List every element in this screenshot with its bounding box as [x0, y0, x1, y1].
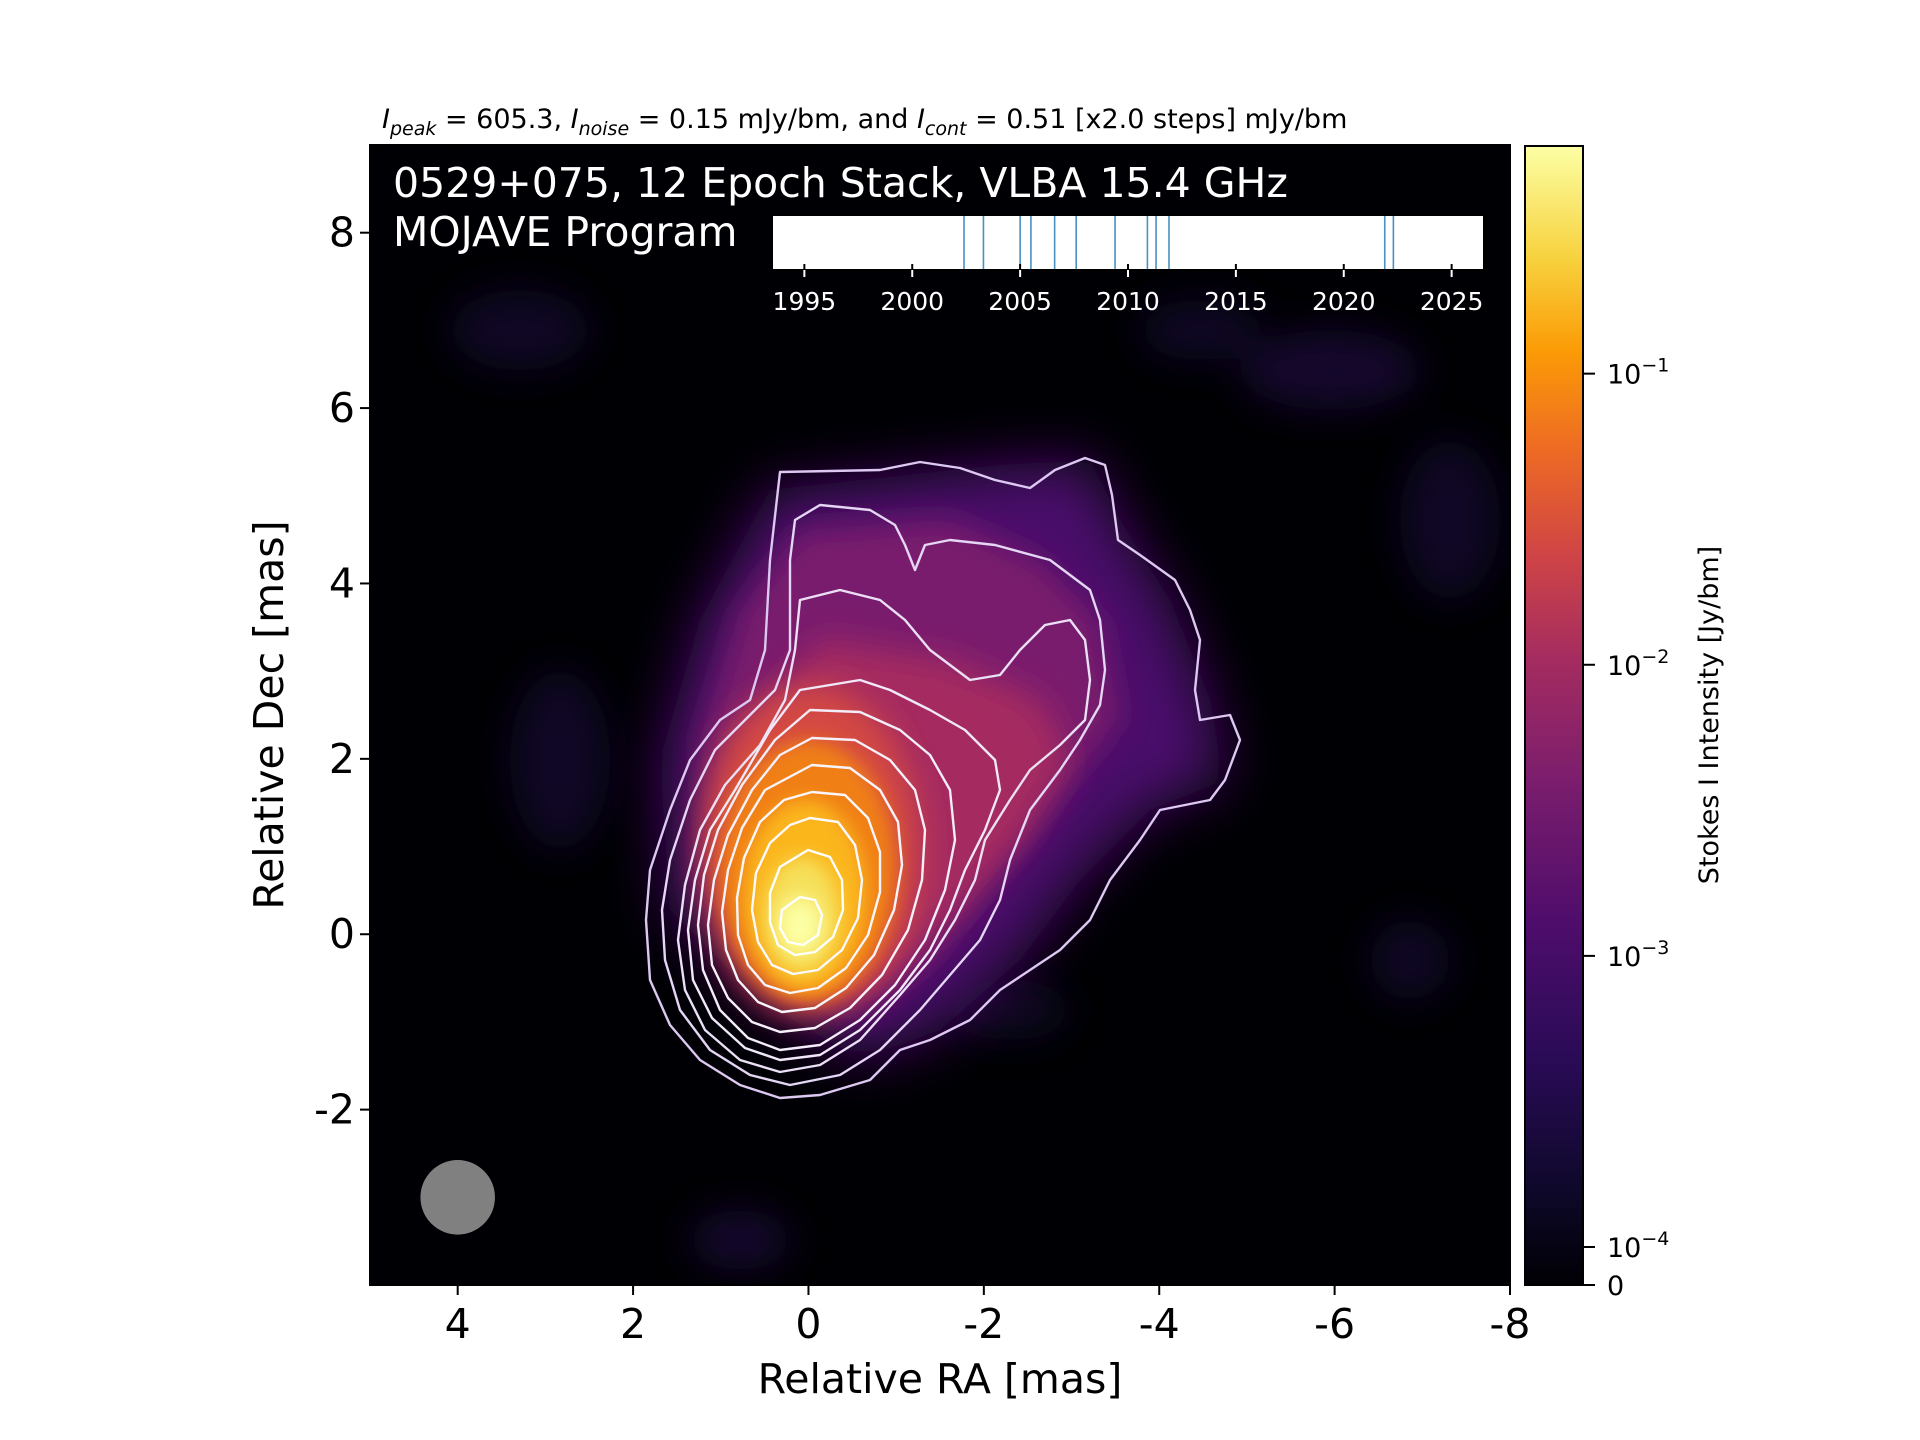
colorbar-gradient	[1524, 145, 1584, 1286]
contour-level-1	[644, 456, 1242, 1100]
y-tick-label: 6	[329, 384, 355, 432]
contour-level-9	[750, 816, 864, 976]
epoch-tick-label: 2005	[988, 287, 1052, 316]
y-tick-label: 2	[329, 735, 355, 783]
epoch-lines	[963, 216, 1395, 269]
epoch-tick-label: 1995	[773, 287, 837, 316]
contour-level-4	[686, 678, 1002, 1062]
colorbar-ticks: 10−1 10−2 10−3 10−4 0	[1583, 355, 1669, 1302]
colorbar-tick-label: 10−1	[1607, 355, 1669, 391]
colorbar-label: Stokes I Intensity [Jy/bm]	[1694, 546, 1725, 884]
epoch-tick-label: 2015	[1204, 287, 1268, 316]
contour-level-2	[660, 503, 1107, 1087]
map-emission	[450, 290, 1500, 1270]
contour-level-10	[768, 848, 845, 957]
x-tick-label: 4	[445, 1300, 471, 1348]
beam-ellipse	[420, 1160, 495, 1235]
map-frame	[369, 144, 1511, 1286]
plot-title-line1: 0529+075, 12 Epoch Stack, VLBA 15.4 GHz	[393, 159, 1288, 207]
epoch-tick-label: 2020	[1312, 287, 1376, 316]
contour-lines	[644, 456, 1242, 1100]
x-tick-label: -2	[963, 1300, 1004, 1348]
intensity-map: 0529+075, 12 Epoch Stack, VLBA 15.4 GHz …	[370, 145, 1510, 1285]
epoch-timeline-box	[771, 214, 1485, 271]
x-tick-label: 0	[795, 1300, 821, 1348]
epoch-tick-label: 2025	[1420, 287, 1484, 316]
colorbar: 10−1 10−2 10−3 10−4 0 Stokes I Intensity [Jy…	[1524, 145, 1725, 1302]
epoch-tick-label: 2010	[1096, 287, 1160, 316]
x-tick-label: -4	[1139, 1300, 1180, 1348]
colorbar-tick-label: 10−2	[1607, 646, 1669, 682]
contour-level-11	[778, 895, 824, 947]
image-stats-header: Ipeak = 605.3, Inoise = 0.15 mJy/bm, and…	[382, 104, 1347, 140]
map-axis-ticks: 4 2 0 -2 -4 -6 -8 -2 0 2 4 6 8	[314, 145, 1530, 1348]
y-tick-label: 8	[329, 209, 355, 257]
epoch-tick-label: 2000	[880, 287, 944, 316]
x-axis-label: Relative RA [mas]	[758, 1355, 1123, 1403]
y-tick-label: -2	[314, 1086, 355, 1134]
contour-level-5	[696, 708, 957, 1052]
x-tick-label: 2	[620, 1300, 646, 1348]
colorbar-tick-label: 10−4	[1607, 1228, 1669, 1264]
contour-level-8	[735, 790, 882, 995]
contour-level-6	[706, 736, 927, 1034]
y-tick-label: 4	[329, 559, 355, 607]
x-tick-label: -8	[1490, 1300, 1531, 1348]
contour-level-7	[720, 763, 904, 1014]
colorbar-tick-label: 0	[1607, 1271, 1624, 1302]
contour-level-3	[676, 588, 1092, 1074]
epoch-axis: 1995 2000 2005 2010 2015 2020 2025	[773, 264, 1484, 316]
colorbar-tick-label: 10−3	[1607, 937, 1669, 973]
y-axis-label: Relative Dec [mas]	[245, 520, 293, 909]
x-tick-label: -6	[1314, 1300, 1355, 1348]
plot-title-line2: MOJAVE Program	[393, 208, 737, 256]
y-tick-label: 0	[329, 910, 355, 958]
epoch-timeline-inset: 1995 2000 2005 2010 2015 2020 2025	[771, 214, 1485, 316]
